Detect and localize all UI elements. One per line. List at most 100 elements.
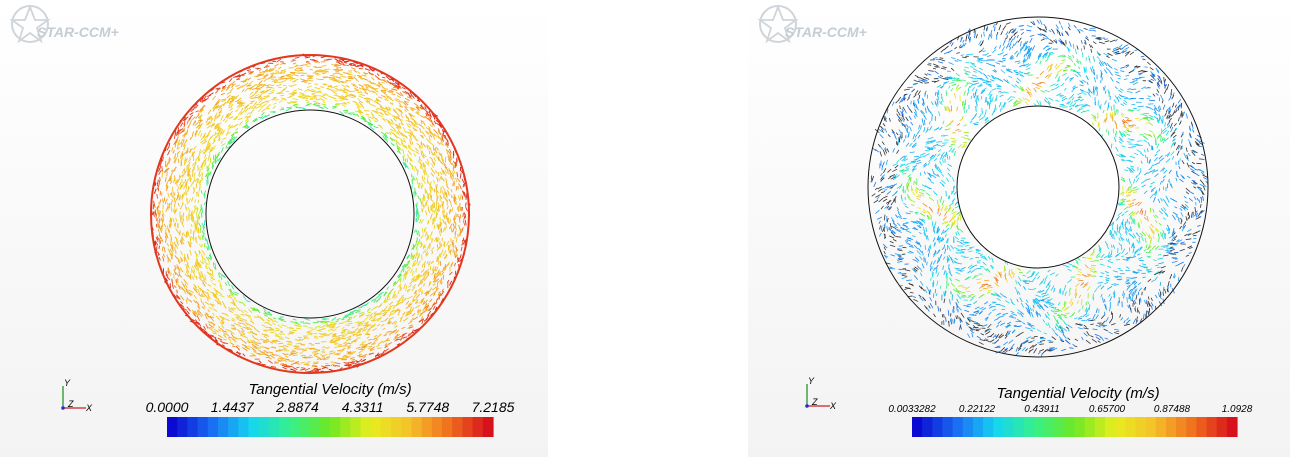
velocity-vector xyxy=(159,199,162,204)
velocity-vector xyxy=(188,214,190,221)
velocity-vector xyxy=(331,316,337,321)
velocity-vector xyxy=(186,150,189,154)
velocity-vector xyxy=(926,73,932,76)
velocity-vector xyxy=(197,191,200,197)
velocity-vector xyxy=(244,321,249,326)
velocity-vector xyxy=(321,356,326,359)
velocity-vector xyxy=(164,177,167,183)
velocity-vector xyxy=(224,282,228,286)
velocity-vector xyxy=(266,107,270,110)
velocity-vector xyxy=(252,117,258,122)
velocity-vector xyxy=(917,98,919,103)
velocity-vector xyxy=(303,363,310,366)
velocity-vector xyxy=(1009,54,1013,58)
velocity-vector xyxy=(198,216,201,220)
legend-tick-label: 7.2185 xyxy=(472,399,515,415)
velocity-vector xyxy=(361,115,366,121)
velocity-vector xyxy=(942,230,947,234)
velocity-vector xyxy=(1157,236,1161,243)
velocity-vector xyxy=(267,88,272,92)
velocity-vector xyxy=(351,358,356,361)
velocity-vector xyxy=(396,150,402,154)
velocity-vector xyxy=(198,157,201,162)
velocity-vector xyxy=(168,273,172,276)
velocity-vector xyxy=(1115,81,1120,84)
velocity-vector xyxy=(253,307,258,311)
velocity-vector xyxy=(228,141,232,144)
velocity-vector xyxy=(957,305,962,311)
velocity-vector xyxy=(184,179,187,184)
velocity-vector xyxy=(372,316,376,319)
velocity-vector xyxy=(1002,57,1006,60)
velocity-vector xyxy=(371,90,375,94)
velocity-vector xyxy=(1086,81,1089,86)
velocity-vector xyxy=(1063,87,1067,91)
velocity-vector xyxy=(1103,52,1109,57)
velocity-vector xyxy=(1101,320,1106,325)
velocity-vector xyxy=(1157,198,1161,204)
velocity-vector xyxy=(372,324,376,328)
velocity-vector xyxy=(925,227,928,232)
velocity-vector xyxy=(389,82,395,86)
velocity-vector xyxy=(405,122,410,127)
velocity-vector xyxy=(444,196,448,202)
velocity-vector xyxy=(403,100,409,103)
velocity-vector xyxy=(206,121,211,126)
velocity-vector xyxy=(1092,293,1094,299)
velocity-vector xyxy=(1180,241,1185,244)
velocity-vector xyxy=(210,335,217,339)
velocity-vector xyxy=(1045,58,1049,62)
velocity-vector xyxy=(154,240,159,246)
velocity-vector xyxy=(232,328,237,330)
velocity-vector xyxy=(448,159,453,165)
velocity-vector xyxy=(250,320,255,324)
velocity-vector xyxy=(1017,309,1023,314)
velocity-vector xyxy=(411,313,416,317)
velocity-vector xyxy=(1170,248,1175,252)
velocity-vector xyxy=(1068,287,1071,293)
velocity-vector xyxy=(907,251,912,254)
velocity-vector xyxy=(454,197,457,202)
velocity-vector xyxy=(422,260,427,265)
velocity-vector xyxy=(433,291,436,296)
velocity-vector xyxy=(223,338,227,341)
velocity-vector xyxy=(393,337,398,341)
velocity-vector xyxy=(382,349,386,354)
velocity-vector xyxy=(263,349,269,354)
velocity-vector xyxy=(367,311,371,314)
velocity-vector xyxy=(177,202,180,207)
velocity-vector xyxy=(926,215,930,220)
velocity-vector xyxy=(291,101,296,104)
velocity-vector xyxy=(949,268,951,274)
velocity-vector xyxy=(405,300,410,305)
velocity-vector xyxy=(217,137,221,142)
velocity-vector xyxy=(975,249,981,252)
velocity-vector xyxy=(1080,299,1083,305)
velocity-vector xyxy=(348,311,353,316)
velocity-vector xyxy=(418,230,420,237)
velocity-vector xyxy=(229,99,234,103)
velocity-vector xyxy=(1044,53,1048,58)
velocity-vector xyxy=(217,157,222,162)
velocity-vector xyxy=(272,97,277,101)
velocity-vector xyxy=(344,112,350,114)
velocity-vector xyxy=(359,90,363,94)
velocity-vector xyxy=(185,207,188,212)
velocity-vector xyxy=(276,84,282,87)
velocity-vector xyxy=(231,83,237,86)
velocity-vector xyxy=(452,242,455,248)
velocity-vector xyxy=(429,292,435,297)
velocity-vector xyxy=(975,267,982,270)
velocity-vector xyxy=(1162,291,1164,296)
velocity-vector xyxy=(897,96,902,101)
velocity-vector xyxy=(423,283,425,287)
velocity-vector xyxy=(1128,211,1134,216)
velocity-vector xyxy=(310,369,317,373)
velocity-vector xyxy=(371,319,375,322)
velocity-vector xyxy=(272,340,279,342)
velocity-vector xyxy=(415,106,420,111)
velocity-vector xyxy=(1012,101,1017,107)
velocity-vector xyxy=(188,173,190,177)
velocity-vector xyxy=(415,304,421,309)
velocity-vector xyxy=(415,204,418,210)
